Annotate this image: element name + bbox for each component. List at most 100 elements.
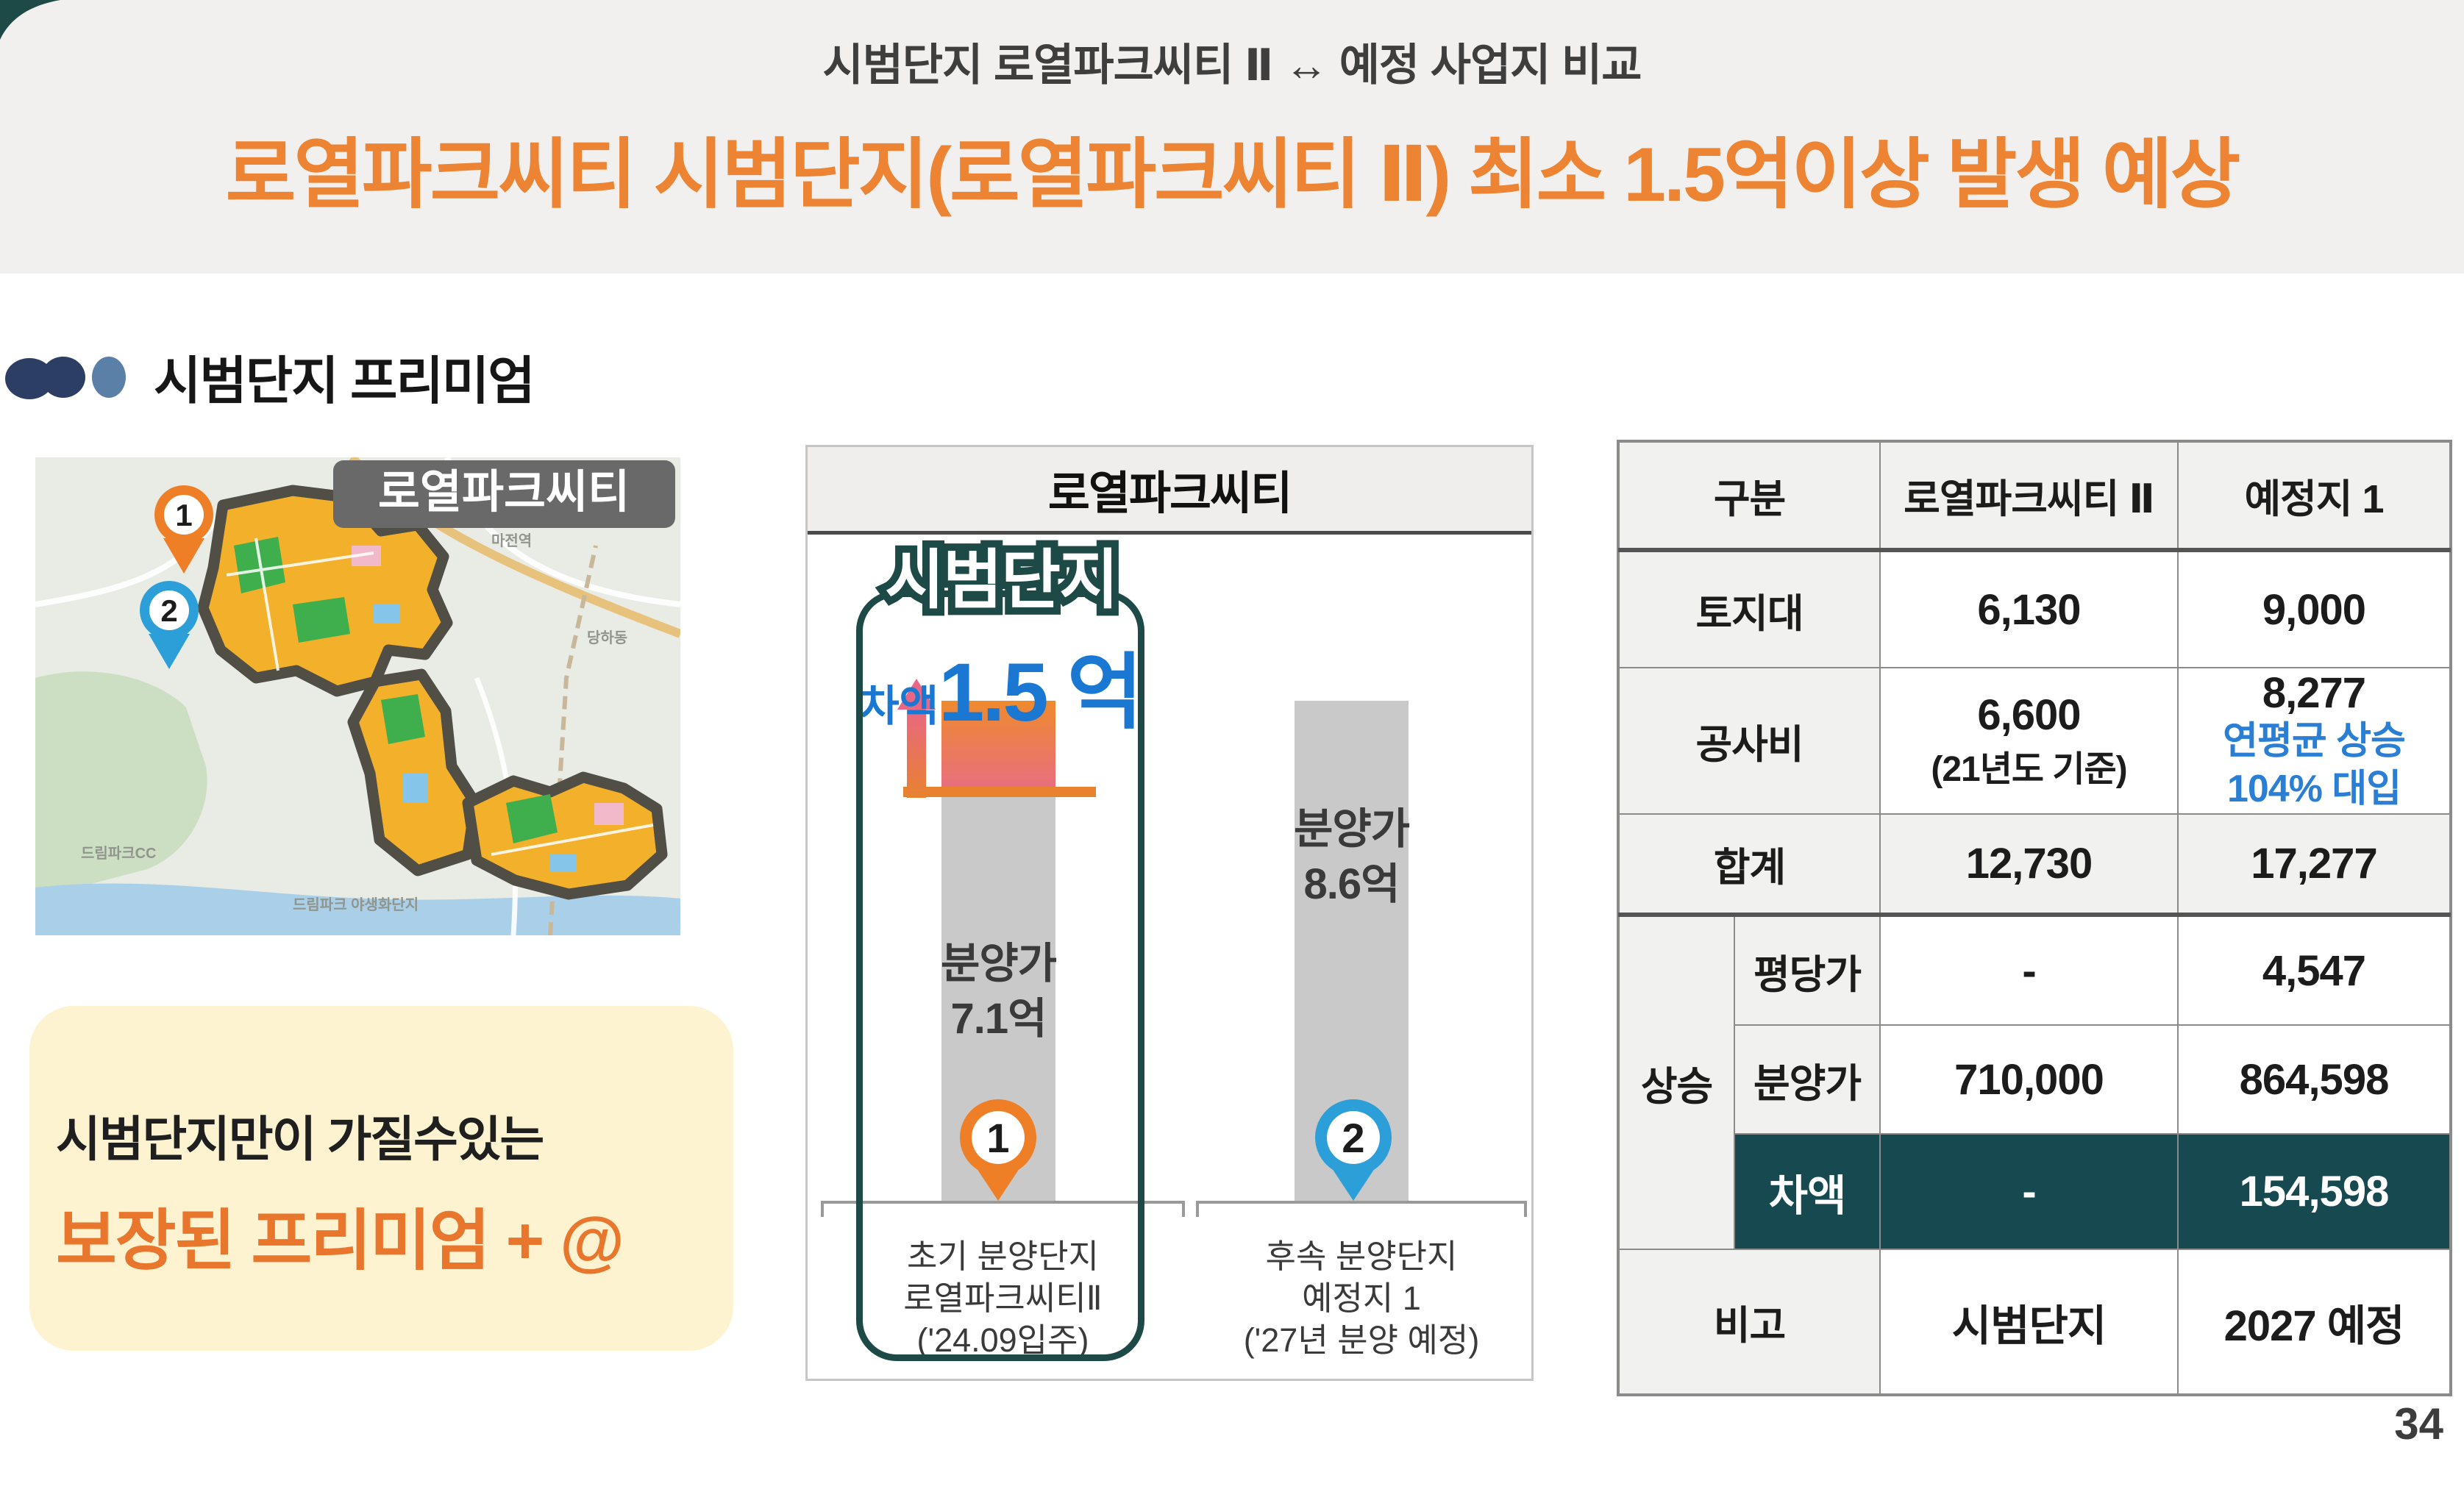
row-label-construction-cost: 공사비 bbox=[1618, 667, 1881, 815]
map-pin-2-number: 2 bbox=[160, 593, 177, 628]
row-label-sale-price: 분양가 bbox=[1734, 1024, 1881, 1135]
comparison-table: 구분 로열파크씨티 Ⅱ 예정지 1 토지대 6,130 9,000 공사비 6,… bbox=[1617, 440, 2452, 1396]
map-pin-2-icon: 2 bbox=[140, 581, 199, 669]
pilot-badge-outline-text: 시범단지 bbox=[877, 536, 1126, 624]
premium-callout-box: 시범단지만이 가질수있는 보장된 프리미엄 + @ bbox=[29, 1006, 733, 1351]
header-cell-gubun: 구분 bbox=[1618, 441, 1881, 552]
cell-remarks-royal: 시범단지 bbox=[1879, 1249, 2179, 1395]
corner-accent-shape bbox=[0, 0, 60, 40]
row-label-total: 합계 bbox=[1618, 813, 1881, 917]
axis-baseline bbox=[903, 787, 1096, 797]
header-band bbox=[0, 0, 2464, 274]
callout-line-2: 보장된 프리미엄 + @ bbox=[56, 1204, 624, 1278]
header-cell-royal-park-city-2: 로열파크씨티 Ⅱ bbox=[1879, 441, 2179, 552]
chart-pin-1-number: 1 bbox=[986, 1115, 1009, 1161]
chart-card-header: 로열파크씨티 bbox=[808, 447, 1531, 535]
map-pin-1-icon: 1 bbox=[154, 485, 213, 574]
bar-left-label-line2: 7.1억 bbox=[950, 995, 1047, 1043]
slide-headline: 로열파크씨티 시범단지(로열파크씨티 Ⅱ) 최소 1.5억이상 발생 예상 bbox=[225, 132, 2241, 218]
header-cell-planned-site-1: 예정지 1 bbox=[2177, 441, 2451, 552]
slide-kicker: 시범단지 로열파크씨티 Ⅱ ↔ 예정 사업지 비교 bbox=[822, 40, 1642, 90]
table-row: 합계 12,730 17,277 bbox=[1618, 813, 2451, 917]
cell-construction-cost-royal: 6,600 (21년도 기준) bbox=[1879, 667, 2179, 815]
site-map: 마전역 당하동 드림파크CC 드림파크 야생화단지 1 2 로 bbox=[35, 454, 683, 936]
cell-sale-price-planned: 864,598 bbox=[2177, 1024, 2451, 1135]
bar-right-label-line1: 분양가 bbox=[1293, 805, 1410, 853]
price-difference-block bbox=[941, 701, 1055, 788]
row-label-price-per-pyeong: 평당가 bbox=[1734, 914, 1881, 1026]
section-title: 시범단지 프리미엄 bbox=[154, 352, 535, 410]
price-comparison-chart-card: 로열파크씨티 시범단지 시범단지 차액1.5 억 분양가 7.1 bbox=[805, 445, 1534, 1381]
map-river bbox=[35, 883, 680, 935]
axis-label-left-line2: 로열파크씨티Ⅱ bbox=[903, 1279, 1103, 1317]
axis-label-left: 초기 분양단지 로열파크씨티Ⅱ ('24.09입주) bbox=[821, 1235, 1185, 1361]
map-title-badge: 로열파크씨티 bbox=[333, 460, 675, 528]
table-row: 공사비 6,600 (21년도 기준) 8,277 연평균 상승 104% 대입 bbox=[1618, 667, 2451, 815]
double-dot-bullet-icon bbox=[5, 356, 126, 399]
map-label-dreampark-garden: 드림파크 야생화단지 bbox=[293, 896, 419, 913]
construction-cost-royal-note: (21년도 기준) bbox=[1931, 750, 2127, 789]
map-pin-1-number: 1 bbox=[175, 498, 192, 532]
row-label-remarks: 비고 bbox=[1618, 1249, 1881, 1395]
chart-pin-1-icon: 1 bbox=[960, 1099, 1036, 1201]
table-row-highlight: 차액 - 154,598 bbox=[1619, 1133, 2451, 1250]
cell-remarks-planned: 2027 예정 bbox=[2177, 1249, 2451, 1395]
section-header: 시범단지 프리미엄 bbox=[4, 340, 535, 414]
cell-price-per-pyeong-royal: - bbox=[1879, 914, 2179, 1026]
construction-cost-planned-note1: 연평균 상승 bbox=[2223, 720, 2406, 763]
bar-right-label: 분양가 8.6억 bbox=[1272, 801, 1431, 913]
axis-bracket-right bbox=[1196, 1201, 1527, 1217]
axis-label-right-line1: 후속 분양단지 bbox=[1265, 1238, 1458, 1275]
map-label-dreampark-cc: 드림파크CC bbox=[81, 845, 157, 862]
map-green-blocks bbox=[234, 537, 558, 843]
pilot-complex-badge: 시범단지 시범단지 bbox=[836, 528, 1167, 624]
cell-land-cost-planned: 9,000 bbox=[2177, 549, 2451, 668]
map-inner-roads bbox=[226, 538, 654, 856]
difference-value: 1.5 억 bbox=[938, 646, 1143, 738]
difference-prefix: 차액 bbox=[860, 682, 939, 730]
table-row: 상승 평당가 - 4,547 bbox=[1618, 914, 2451, 1250]
chart-pin-2-number: 2 bbox=[1342, 1115, 1364, 1161]
table-row: 토지대 6,130 9,000 bbox=[1618, 549, 2451, 668]
cell-land-cost-royal: 6,130 bbox=[1879, 549, 2179, 668]
map-label-majeon: 마전역 bbox=[491, 532, 532, 549]
cell-total-royal: 12,730 bbox=[1879, 813, 2179, 917]
cell-total-planned: 17,277 bbox=[2177, 813, 2451, 917]
map-illustration: 마전역 당하동 드림파크CC 드림파크 야생화단지 1 2 로 bbox=[35, 454, 683, 936]
bar-left-label: 분양가 7.1억 bbox=[919, 936, 1078, 1047]
cell-sale-price-royal: 710,000 bbox=[1879, 1024, 2179, 1135]
axis-bracket-left bbox=[821, 1201, 1185, 1217]
axis-label-right-line3: ('27년 분양 예정) bbox=[1243, 1321, 1480, 1359]
cell-difference-planned: 154,598 bbox=[2177, 1133, 2451, 1250]
map-title-text: 로열파크씨티 bbox=[378, 467, 630, 518]
cell-price-per-pyeong-planned: 4,547 bbox=[2177, 914, 2451, 1026]
bar-right-label-line2: 8.6억 bbox=[1303, 860, 1400, 909]
axis-label-left-line1: 초기 분양단지 bbox=[907, 1238, 1099, 1275]
bar-left-label-line1: 분양가 bbox=[940, 940, 1057, 988]
page-number: 34 bbox=[2394, 1399, 2443, 1449]
difference-label: 차액1.5 억 bbox=[844, 626, 1156, 745]
callout-line-1: 시범단지만이 가질수있는 bbox=[56, 1112, 544, 1166]
chart-card-title: 로열파크씨티 bbox=[1047, 468, 1292, 519]
axis-label-right: 후속 분양단지 예정지 1 ('27년 분양 예정) bbox=[1196, 1235, 1527, 1361]
cell-construction-cost-planned: 8,277 연평균 상승 104% 대입 bbox=[2177, 667, 2451, 815]
axis-label-right-line2: 예정지 1 bbox=[1302, 1279, 1421, 1317]
table-row: 비고 시범단지 2027 예정 bbox=[1618, 1249, 2451, 1395]
map-zoning-blocks bbox=[352, 546, 624, 872]
row-group-label-increase: 상승 bbox=[1618, 914, 1735, 1250]
chart-pin-2-icon: 2 bbox=[1315, 1099, 1392, 1201]
arrow-up-icon bbox=[897, 679, 936, 798]
construction-cost-planned-value: 8,277 bbox=[2262, 669, 2366, 717]
construction-cost-planned-note2: 104% 대입 bbox=[2226, 768, 2401, 810]
axis-label-left-line3: ('24.09입주) bbox=[916, 1321, 1089, 1359]
cell-difference-royal: - bbox=[1879, 1133, 2179, 1250]
row-label-land-cost: 토지대 bbox=[1618, 549, 1881, 668]
map-label-dangha: 당하동 bbox=[587, 629, 627, 646]
row-label-difference: 차액 bbox=[1734, 1133, 1881, 1250]
map-park-area bbox=[35, 671, 207, 899]
pilot-badge-text: 시범단지 bbox=[885, 543, 1119, 616]
table-row: 분양가 710,000 864,598 bbox=[1619, 1024, 2451, 1135]
construction-cost-royal-value: 6,600 bbox=[1977, 691, 2081, 739]
table-header-row: 구분 로열파크씨티 Ⅱ 예정지 1 bbox=[1618, 441, 2451, 552]
